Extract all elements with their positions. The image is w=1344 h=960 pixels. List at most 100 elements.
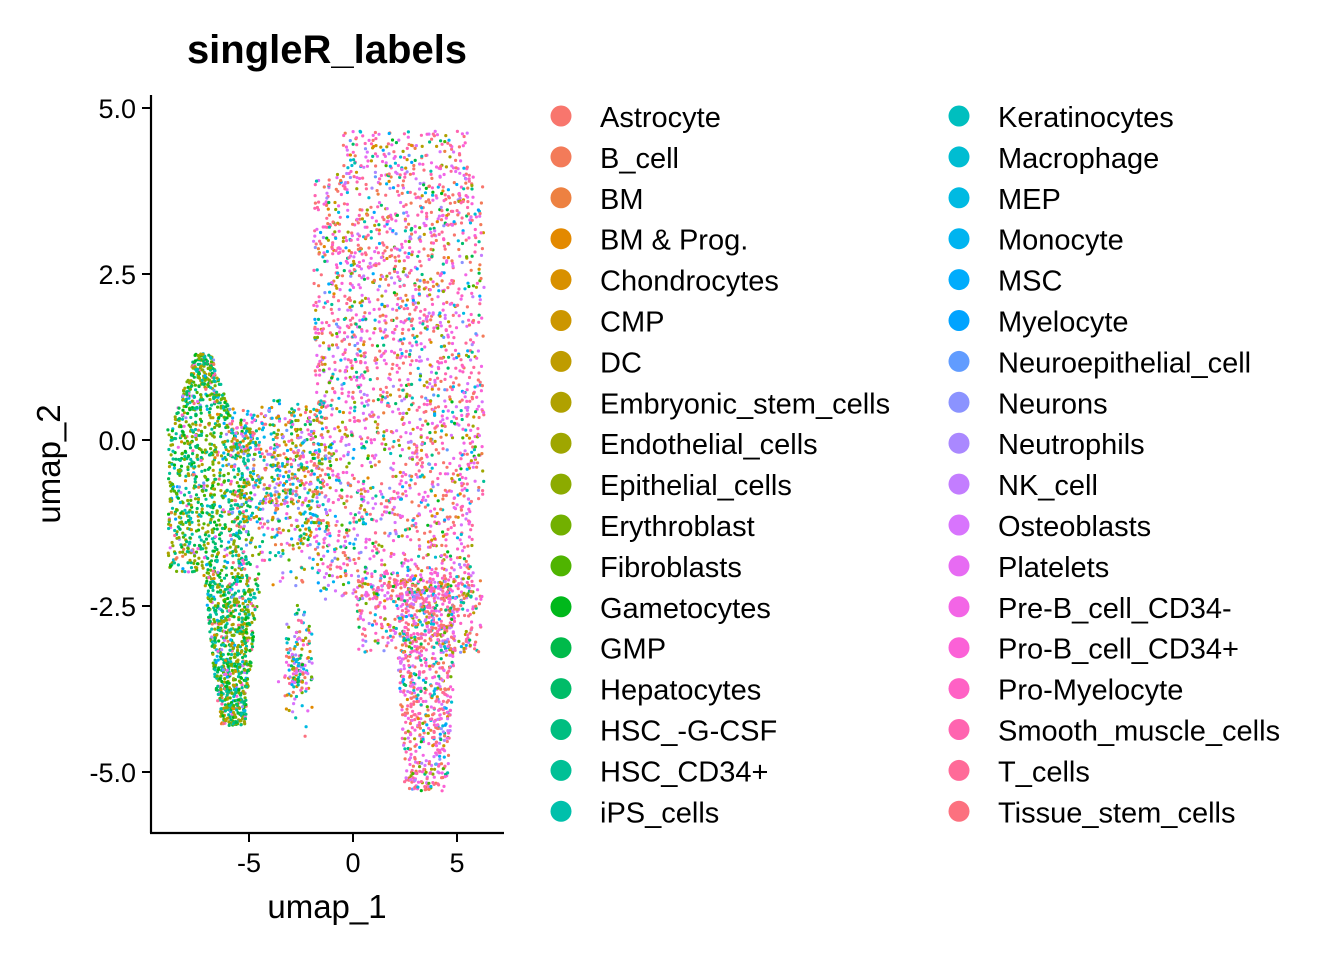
cell-point xyxy=(444,348,448,352)
cell-point xyxy=(382,437,386,441)
cell-point xyxy=(368,378,372,382)
cell-point xyxy=(454,376,458,380)
cell-point xyxy=(366,489,370,493)
cell-point xyxy=(373,595,377,599)
cell-point xyxy=(439,727,443,731)
cell-point xyxy=(210,514,214,519)
cell-point xyxy=(380,492,384,496)
cell-point xyxy=(406,729,410,733)
cell-point xyxy=(461,229,465,233)
cell-point xyxy=(405,170,409,174)
cell-point xyxy=(436,596,440,600)
cell-point xyxy=(212,566,216,570)
cell-point xyxy=(237,706,241,710)
cell-point xyxy=(431,241,436,245)
cell-point xyxy=(348,269,352,273)
cell-point xyxy=(421,678,426,682)
cell-point xyxy=(438,273,442,278)
cell-point xyxy=(368,300,372,304)
cell-point xyxy=(363,634,367,638)
cell-point xyxy=(446,717,450,721)
cell-point xyxy=(383,335,387,339)
cell-point xyxy=(426,254,430,258)
cell-point xyxy=(404,355,408,359)
cell-point xyxy=(419,703,423,707)
cell-point xyxy=(314,331,318,335)
cell-point xyxy=(313,201,317,205)
cell-point xyxy=(240,670,244,674)
cell-point xyxy=(422,402,426,406)
cell-point xyxy=(220,616,224,620)
cell-point xyxy=(407,645,411,649)
cell-point xyxy=(415,455,419,459)
cell-point xyxy=(345,171,349,176)
cell-point xyxy=(207,453,212,457)
cell-point xyxy=(372,544,377,549)
cell-point xyxy=(353,251,357,255)
cell-point xyxy=(470,583,474,588)
cell-point xyxy=(454,416,459,421)
cell-point xyxy=(358,349,362,353)
cell-point xyxy=(327,381,331,385)
cell-point xyxy=(444,653,448,657)
cell-point xyxy=(389,497,393,501)
cell-point xyxy=(234,550,238,554)
cell-point xyxy=(336,346,340,350)
cell-point xyxy=(406,306,410,311)
cell-point xyxy=(433,378,437,382)
cell-point xyxy=(331,252,335,256)
cell-point xyxy=(442,738,446,743)
cell-point xyxy=(388,576,392,580)
cell-point xyxy=(427,787,431,792)
cell-point xyxy=(409,752,413,757)
cell-point xyxy=(426,553,430,557)
cell-point xyxy=(228,551,232,555)
cell-point xyxy=(389,276,394,280)
cell-point xyxy=(437,628,441,632)
cell-point xyxy=(439,379,443,383)
cell-point xyxy=(417,288,421,292)
cell-point xyxy=(467,575,471,579)
cell-point xyxy=(371,506,375,510)
cell-point xyxy=(425,436,429,440)
cell-point xyxy=(358,584,362,588)
cell-point xyxy=(181,567,185,571)
cell-point xyxy=(330,407,334,411)
cell-point xyxy=(181,397,185,401)
cell-point xyxy=(439,624,443,628)
cell-point xyxy=(418,651,422,655)
cell-point xyxy=(388,271,392,275)
cell-point xyxy=(193,565,198,569)
cell-point xyxy=(323,259,327,263)
cell-point xyxy=(365,329,369,333)
cell-point xyxy=(206,383,210,387)
cell-point xyxy=(481,469,485,473)
cell-point xyxy=(385,572,390,576)
cell-point xyxy=(397,438,401,442)
cell-point xyxy=(378,177,382,181)
cell-point xyxy=(466,382,470,386)
cell-point xyxy=(342,133,346,138)
cell-point xyxy=(191,473,195,477)
cell-point xyxy=(236,516,240,520)
cell-point xyxy=(442,172,446,177)
cell-point xyxy=(430,453,434,457)
cell-point xyxy=(373,531,378,535)
cell-point xyxy=(316,517,320,521)
cell-point xyxy=(446,699,450,703)
cell-point xyxy=(450,330,454,334)
cell-point xyxy=(391,589,395,593)
cell-point xyxy=(439,164,443,168)
cell-point xyxy=(397,254,401,258)
cell-point xyxy=(235,694,239,698)
cell-point xyxy=(431,198,435,202)
cell-point xyxy=(372,554,376,558)
cell-point xyxy=(424,317,428,321)
cell-point xyxy=(217,423,221,427)
cell-point xyxy=(375,154,379,158)
cell-point xyxy=(207,534,211,538)
cell-point xyxy=(383,572,387,576)
cell-point xyxy=(369,205,373,209)
cell-point xyxy=(421,737,425,741)
cell-point xyxy=(452,561,456,565)
